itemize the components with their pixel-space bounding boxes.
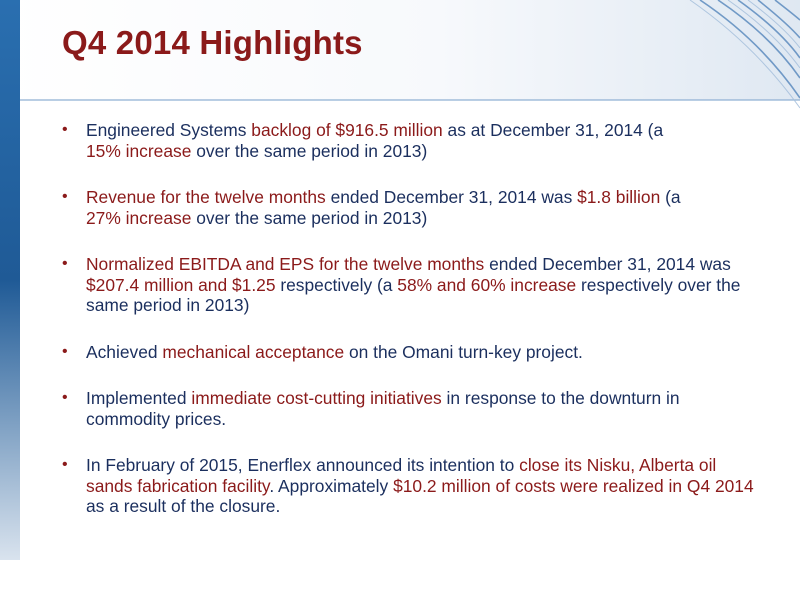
bullet-highlight: $207.4 million and $1.25: [86, 274, 276, 295]
bullet-marker: •: [62, 342, 68, 360]
bullet-text: respectively over the same period in 201…: [86, 274, 741, 316]
bullet-item: • Normalized EBITDA and EPS for the twel…: [62, 254, 762, 316]
bullet-marker: •: [62, 255, 68, 272]
header-band: [0, 0, 800, 100]
corner-decoration: [699, 0, 800, 99]
bullet-highlight: 58% and 60% increase: [397, 274, 577, 295]
bullet-highlight: Revenue for the twelve months: [86, 187, 326, 207]
bullet-item: • In February of 2015, Enerflex announce…: [62, 455, 762, 517]
bullet-item: • Achieved mechanical acceptance on the …: [62, 342, 762, 363]
bullet-highlight: backlog of $916.5 million: [251, 120, 443, 140]
bullet-highlight: $1.8 billion: [577, 187, 661, 207]
bullet-highlight: immediate cost-cutting initiatives: [191, 388, 442, 408]
bullet-marker: •: [62, 456, 68, 473]
corner-decoration-light: [689, 0, 800, 109]
bullet-text: over the same period in 2013): [191, 140, 428, 161]
bullet-list: • Engineered Systems backlog of $916.5 m…: [62, 120, 762, 543]
bullet-marker: •: [62, 389, 68, 406]
left-accent-bar: [0, 0, 20, 560]
bullet-highlight: Normalized EBITDA and EPS for the twelve…: [86, 254, 485, 274]
bullet-text: as a result of the closure.: [86, 496, 281, 516]
bullet-item: • Engineered Systems backlog of $916.5 m…: [62, 120, 762, 161]
bullet-text: Implemented: [86, 388, 192, 408]
bullet-text: Achieved: [86, 341, 163, 362]
bullet-text: ended December 31, 2014 was: [484, 254, 731, 274]
bullet-highlight: $10.2 million of costs were realized in …: [393, 475, 754, 496]
bullet-text: in response to the downturn in commodity…: [86, 388, 680, 429]
bullet-text: on the Omani turn-key project.: [344, 341, 583, 362]
bullet-item: • Implemented immediate cost-cutting ini…: [62, 388, 762, 429]
bullet-highlight: close its Nisku, Alberta oil sands fabri…: [86, 455, 717, 496]
slide-title: Q4 2014 Highlights: [62, 24, 363, 61]
bullet-text: over the same period in 2013): [191, 207, 428, 228]
bullet-text: Engineered Systems: [86, 120, 252, 140]
bullet-marker: •: [62, 188, 68, 205]
bullet-text: In February of 2015, Enerflex announced …: [86, 455, 520, 475]
bullet-text: . Approximately: [269, 475, 394, 496]
bullet-text: (a: [660, 187, 681, 207]
bullet-text: respectively (a: [275, 274, 398, 295]
bullet-text: ended December 31, 2014 was: [325, 187, 578, 207]
bullet-highlight: 27% increase: [86, 207, 192, 228]
bullet-highlight: 15% increase: [86, 140, 192, 161]
bullet-highlight: mechanical acceptance: [162, 341, 345, 362]
bullet-text: as at December 31, 2014 (a: [442, 120, 664, 140]
bullet-item: • Revenue for the twelve months ended De…: [62, 187, 762, 228]
bullet-marker: •: [62, 121, 68, 138]
